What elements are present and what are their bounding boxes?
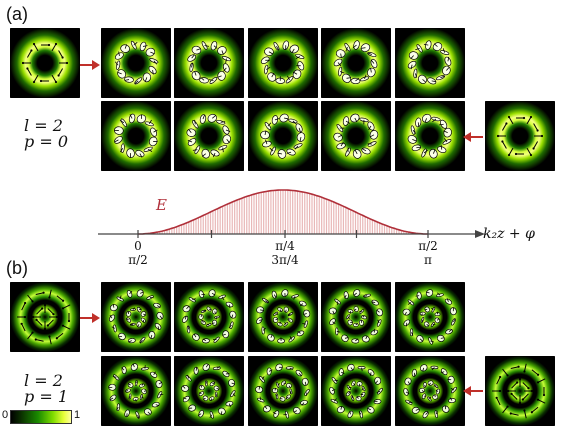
x-axis-arrowhead: [475, 230, 485, 238]
field-pattern-tile: [321, 282, 391, 352]
field-pattern-tile: [101, 356, 171, 426]
field-pattern-tile: [174, 28, 244, 98]
curve-label: E: [155, 196, 167, 214]
field-pattern-tile: [248, 101, 318, 171]
field-pattern-tile: [321, 101, 391, 171]
tick-label-bottom-0: π/2: [128, 253, 148, 267]
field-pattern-tile: [395, 356, 465, 426]
field-pattern-tile: [174, 356, 244, 426]
colorbar-min-label: 0: [2, 409, 9, 421]
field-pattern-tile: [101, 282, 171, 352]
panel-a-l-param: l = 2: [24, 116, 63, 135]
field-pattern-tile: [485, 101, 555, 171]
field-pattern-tile: [101, 101, 171, 171]
colorbar: [10, 410, 72, 424]
field-pattern-tile: [395, 28, 465, 98]
field-pattern-tile: [321, 28, 391, 98]
x-axis-ticks: [137, 230, 429, 238]
field-pattern-tile: [321, 356, 391, 426]
tick-label-top-1: π/4: [275, 239, 295, 253]
panel-a-label: (a): [6, 4, 28, 24]
panel-b-p-param: p = 1: [24, 387, 68, 406]
arrow-left-icon: [463, 132, 483, 142]
field-pattern-tile: [101, 28, 171, 98]
arrow-right-icon: [80, 313, 100, 323]
tick-label-bottom-1: 3π/4: [271, 253, 299, 267]
energy-curve: [138, 189, 428, 235]
tick-label-bottom-2: π: [424, 253, 432, 267]
field-pattern-tile: [248, 282, 318, 352]
panel-b-label: (b): [6, 258, 28, 278]
x-axis-label: k₂z + φ: [483, 226, 535, 242]
energy-plot: E k₂z + φ 0 π/4 π/2 π/2 3π/4 π: [98, 189, 535, 267]
panel-b-l-param: l = 2: [24, 371, 63, 390]
field-pattern-tile: [395, 101, 465, 171]
field-pattern-tile: [10, 282, 80, 352]
panel-a-p-param: p = 0: [24, 132, 68, 151]
field-pattern-tile: [485, 356, 555, 426]
arrow-left-icon: [463, 386, 483, 396]
field-pattern-tile: [174, 282, 244, 352]
field-pattern-tile: [248, 356, 318, 426]
tick-label-top-0: 0: [134, 239, 142, 253]
arrow-right-icon: [80, 60, 100, 70]
field-pattern-tile: [395, 282, 465, 352]
tick-label-top-2: π/2: [418, 239, 438, 253]
field-pattern-tile: [248, 28, 318, 98]
field-pattern-tile: [174, 101, 244, 171]
energy-fill-lines: [139, 190, 427, 234]
colorbar-max-label: 1: [74, 409, 81, 421]
field-pattern-tile: [10, 28, 80, 98]
